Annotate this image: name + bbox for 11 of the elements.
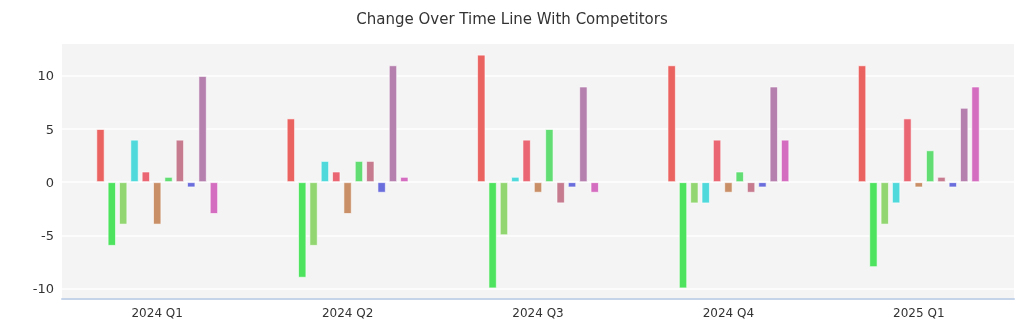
y-tick-label: -5 bbox=[41, 227, 54, 243]
x-tick-label: 2024 Q4 bbox=[702, 306, 755, 320]
y-tick-label: 10 bbox=[37, 68, 54, 84]
x-tick-label: 2025 Q1 bbox=[893, 306, 945, 320]
y-tick-label: -10 bbox=[32, 280, 54, 296]
x-tick-label: 2024 Q1 bbox=[131, 306, 183, 320]
x-tick-label: 2024 Q3 bbox=[512, 306, 564, 320]
x-tick-label: 2024 Q2 bbox=[321, 306, 374, 320]
y-tick-label: 5 bbox=[45, 121, 54, 137]
chart-title: Change Over Time Line With Competitors bbox=[356, 9, 668, 28]
y-tick-label: 0 bbox=[45, 174, 54, 190]
